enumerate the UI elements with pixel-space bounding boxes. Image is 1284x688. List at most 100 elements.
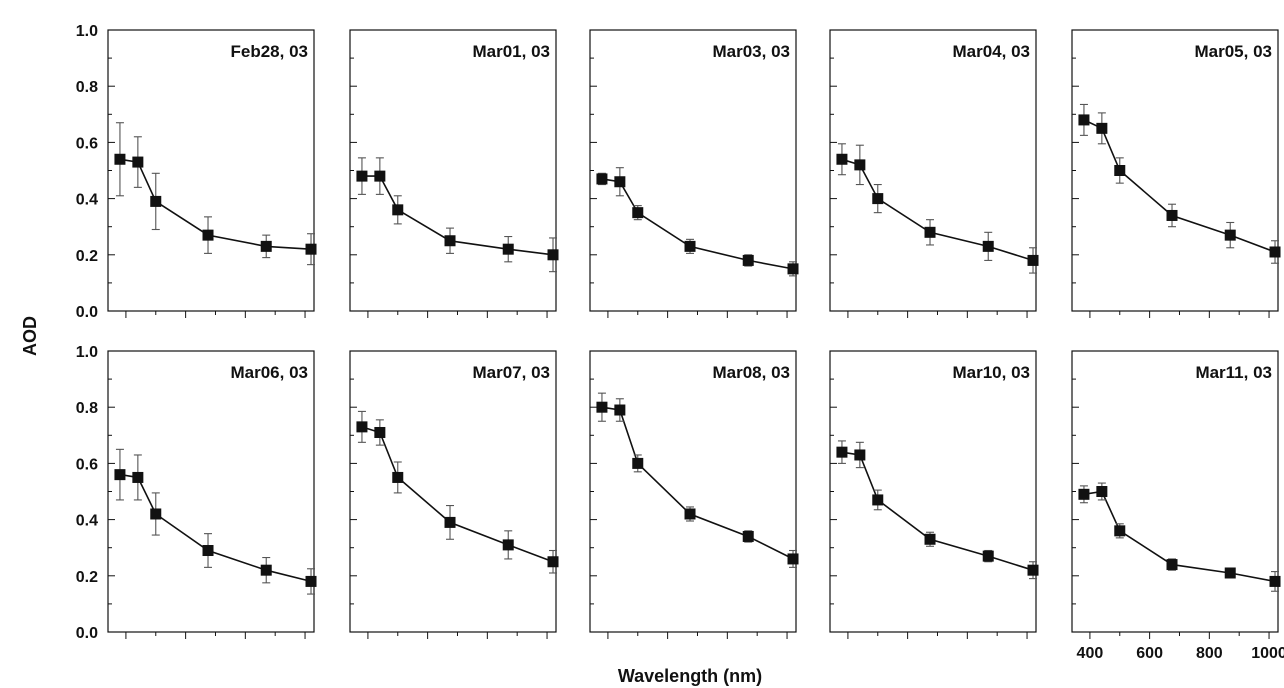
- data-point: [836, 153, 848, 165]
- series-line: [361, 426, 554, 563]
- data-point: [1078, 488, 1090, 500]
- data-point: [444, 516, 456, 528]
- data-point: [132, 471, 144, 483]
- series-line: [119, 158, 312, 250]
- data-point: [632, 457, 644, 469]
- series-line: [1083, 490, 1276, 583]
- data-point: [1269, 246, 1281, 258]
- data-point: [1166, 209, 1178, 221]
- data-point: [614, 404, 626, 416]
- data-point: [684, 508, 696, 520]
- data-point: [632, 207, 644, 219]
- panel-frame: [589, 350, 797, 633]
- data-point: [872, 494, 884, 506]
- data-point: [787, 263, 799, 275]
- data-point: [1114, 165, 1126, 176]
- data-point: [742, 254, 754, 266]
- panel-label: Mar10, 03: [953, 363, 1031, 382]
- panel-label: Mar08, 03: [713, 363, 791, 382]
- y-tick-label: 1.0: [76, 23, 98, 40]
- panel-5: Mar05, 03: [1071, 29, 1281, 318]
- panel-7: Mar07, 03: [349, 350, 559, 639]
- data-point: [502, 243, 514, 255]
- data-point: [742, 530, 754, 542]
- data-point: [596, 173, 608, 185]
- data-point: [982, 240, 994, 252]
- data-point: [305, 575, 317, 587]
- panel-frame: [349, 350, 557, 633]
- data-point: [1269, 575, 1281, 587]
- data-point: [132, 156, 144, 168]
- y-tick-label: 0.6: [76, 135, 98, 152]
- data-point: [1224, 229, 1236, 241]
- panel-label: Mar11, 03: [1195, 363, 1272, 382]
- panel-2: Mar01, 03: [349, 29, 559, 318]
- data-point: [1224, 567, 1236, 579]
- y-axis-title: AOD: [20, 316, 40, 356]
- data-point: [374, 170, 386, 182]
- data-point: [787, 553, 799, 565]
- series-line: [601, 406, 794, 560]
- data-point: [260, 240, 272, 252]
- data-point: [1078, 114, 1090, 126]
- data-point: [1027, 564, 1039, 576]
- data-point: [114, 469, 126, 481]
- data-point: [924, 533, 936, 545]
- data-point: [547, 556, 559, 568]
- data-point: [982, 550, 994, 562]
- data-point: [374, 426, 386, 438]
- panel-3: Mar03, 03: [589, 29, 799, 318]
- data-point: [1027, 254, 1039, 266]
- data-point: [547, 249, 559, 261]
- series-line: [119, 473, 312, 583]
- data-point: [614, 176, 626, 188]
- data-point: [1166, 559, 1178, 571]
- panel-9: Mar10, 03: [829, 350, 1039, 639]
- y-tick-label: 0.8: [76, 400, 98, 417]
- data-point: [854, 159, 866, 171]
- panel-label: Mar01, 03: [473, 42, 551, 61]
- data-point: [502, 539, 514, 551]
- panel-frame: [829, 350, 1037, 633]
- panel-1: 0.0 0.2 0.4 0.6 0.8 1.0 Feb28, 03: [76, 23, 317, 321]
- data-point: [1096, 122, 1108, 134]
- data-point: [150, 195, 162, 207]
- data-point: [836, 446, 848, 458]
- y-tick-label: 0.2: [76, 248, 98, 265]
- series-line: [361, 175, 554, 256]
- data-point: [356, 421, 368, 433]
- panel-frame: [349, 29, 557, 312]
- panel-label: Mar06, 03: [231, 363, 309, 382]
- panel-frame: [589, 29, 797, 312]
- y-tick-label: 0.2: [76, 569, 98, 586]
- panel-label: Mar07, 03: [473, 363, 551, 382]
- data-point: [596, 401, 608, 413]
- panel-8: Mar08, 03: [589, 350, 799, 639]
- x-tick-label: 1000: [1251, 645, 1284, 662]
- panel-frame: [107, 29, 315, 312]
- data-point: [924, 226, 936, 238]
- y-tick-label: 0.8: [76, 79, 98, 96]
- panel-label: Mar03, 03: [713, 42, 791, 61]
- x-axis-title: Wavelength (nm): [618, 666, 762, 686]
- series-line: [841, 158, 1034, 262]
- data-point: [260, 564, 272, 576]
- series-line: [1083, 119, 1276, 253]
- data-point: [202, 545, 214, 557]
- data-point: [202, 229, 214, 241]
- data-point: [150, 508, 162, 520]
- chart-panels: 0.0 0.2 0.4 0.6 0.8 1.0 Feb28, 03 Mar01, 03 Mar0…: [76, 23, 1284, 662]
- y-tick-label: 1.0: [76, 344, 98, 361]
- panel-frame: [1071, 29, 1279, 312]
- data-point: [114, 153, 126, 165]
- panel-frame: [829, 29, 1037, 312]
- y-tick-label: 0.0: [76, 625, 98, 642]
- panel-label: Feb28, 03: [231, 42, 309, 61]
- data-point: [684, 240, 696, 252]
- panel-6: 0.0 0.2 0.4 0.6 0.8 1.0 Mar06, 03: [76, 344, 317, 642]
- panel-4: Mar04, 03: [829, 29, 1039, 318]
- panel-label: Mar05, 03: [1195, 42, 1273, 61]
- data-point: [444, 235, 456, 247]
- data-point: [392, 471, 404, 483]
